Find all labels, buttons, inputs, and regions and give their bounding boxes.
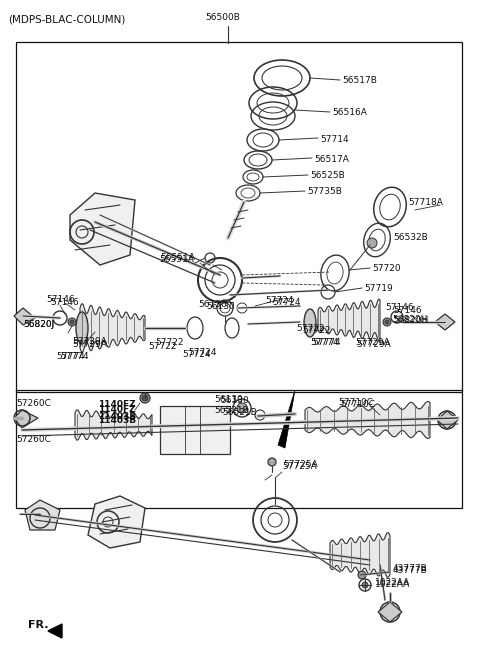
Text: 56551A: 56551A bbox=[160, 253, 195, 262]
Text: 11403B: 11403B bbox=[98, 412, 136, 421]
Polygon shape bbox=[48, 624, 62, 638]
Polygon shape bbox=[88, 496, 145, 548]
Ellipse shape bbox=[385, 320, 389, 324]
Text: 56130: 56130 bbox=[214, 395, 243, 404]
Text: 56516A: 56516A bbox=[332, 108, 367, 117]
Text: 57729A: 57729A bbox=[72, 337, 107, 346]
Text: 1022AA: 1022AA bbox=[375, 580, 410, 589]
Text: 57720: 57720 bbox=[372, 264, 401, 273]
Ellipse shape bbox=[268, 458, 276, 466]
Polygon shape bbox=[378, 602, 402, 622]
Text: 57722: 57722 bbox=[155, 338, 183, 347]
Bar bbox=[160, 406, 230, 454]
Text: 57724: 57724 bbox=[265, 296, 293, 305]
Polygon shape bbox=[435, 314, 455, 330]
Text: 56532B: 56532B bbox=[393, 233, 428, 242]
Text: 57146: 57146 bbox=[393, 306, 421, 315]
Text: 57146: 57146 bbox=[50, 298, 79, 307]
Polygon shape bbox=[318, 299, 380, 341]
Text: 56820H: 56820H bbox=[393, 316, 428, 325]
Text: 56130: 56130 bbox=[198, 300, 227, 309]
Ellipse shape bbox=[367, 238, 377, 248]
Text: 57722: 57722 bbox=[302, 326, 331, 335]
Text: 56820J: 56820J bbox=[23, 320, 54, 329]
Bar bbox=[16, 42, 462, 392]
Text: 1140FZ: 1140FZ bbox=[98, 400, 136, 409]
Text: 56820H: 56820H bbox=[392, 315, 427, 324]
Text: 56551A: 56551A bbox=[159, 255, 194, 264]
Polygon shape bbox=[80, 303, 145, 353]
Ellipse shape bbox=[142, 395, 148, 401]
Text: 57774: 57774 bbox=[56, 352, 84, 361]
Text: 57735B: 57735B bbox=[307, 187, 342, 196]
Text: (MDPS-BLAC-COLUMN): (MDPS-BLAC-COLUMN) bbox=[8, 14, 125, 24]
Text: 57260C: 57260C bbox=[16, 435, 51, 444]
Text: 56517B: 56517B bbox=[342, 76, 377, 85]
Text: 57729A: 57729A bbox=[356, 340, 391, 349]
Bar bbox=[16, 390, 462, 508]
Ellipse shape bbox=[70, 320, 74, 324]
Polygon shape bbox=[14, 410, 38, 428]
Text: 57724: 57724 bbox=[182, 350, 211, 359]
Text: 1140FZ: 1140FZ bbox=[98, 405, 136, 414]
Ellipse shape bbox=[76, 312, 88, 344]
Text: 56130: 56130 bbox=[220, 396, 249, 405]
Text: 56521B: 56521B bbox=[222, 408, 257, 417]
Text: 57146: 57146 bbox=[385, 303, 414, 312]
Text: 57774: 57774 bbox=[312, 338, 341, 347]
Text: 57725A: 57725A bbox=[282, 462, 317, 471]
Ellipse shape bbox=[362, 582, 368, 588]
Text: 57722: 57722 bbox=[296, 324, 324, 333]
Ellipse shape bbox=[358, 571, 366, 579]
Text: 11403B: 11403B bbox=[98, 416, 136, 425]
Text: 43777B: 43777B bbox=[393, 566, 428, 575]
Text: 57146: 57146 bbox=[46, 295, 74, 304]
Text: 57710C: 57710C bbox=[338, 398, 373, 407]
Text: 57714: 57714 bbox=[320, 135, 348, 144]
Text: 57722: 57722 bbox=[148, 342, 177, 351]
Text: 57725A: 57725A bbox=[283, 460, 318, 469]
Polygon shape bbox=[437, 411, 458, 429]
Text: FR.: FR. bbox=[28, 620, 48, 630]
Ellipse shape bbox=[237, 403, 247, 413]
Polygon shape bbox=[14, 308, 35, 325]
Polygon shape bbox=[25, 500, 60, 530]
Text: 57710C: 57710C bbox=[340, 400, 375, 409]
Text: 57774: 57774 bbox=[60, 352, 89, 361]
Polygon shape bbox=[278, 390, 295, 448]
Text: 57729A: 57729A bbox=[72, 340, 107, 349]
Polygon shape bbox=[305, 401, 430, 439]
Text: 57724: 57724 bbox=[188, 348, 216, 357]
Ellipse shape bbox=[383, 318, 391, 326]
Text: 56517A: 56517A bbox=[314, 155, 349, 164]
Text: 56500B: 56500B bbox=[205, 13, 240, 22]
Text: 57719: 57719 bbox=[364, 284, 393, 293]
Text: 57774: 57774 bbox=[310, 338, 338, 347]
Polygon shape bbox=[75, 410, 152, 440]
Text: 43777B: 43777B bbox=[393, 564, 428, 573]
Text: 56820J: 56820J bbox=[23, 320, 54, 329]
Text: 56521B: 56521B bbox=[214, 406, 249, 415]
Text: 56130: 56130 bbox=[206, 302, 235, 311]
Polygon shape bbox=[330, 533, 390, 577]
Ellipse shape bbox=[304, 309, 316, 337]
Text: 57260C: 57260C bbox=[16, 399, 51, 408]
Ellipse shape bbox=[140, 393, 150, 403]
Ellipse shape bbox=[68, 318, 76, 326]
Text: 1022AA: 1022AA bbox=[375, 578, 410, 587]
Text: 57718A: 57718A bbox=[408, 198, 443, 207]
Text: 56525B: 56525B bbox=[310, 171, 345, 180]
Polygon shape bbox=[70, 193, 135, 265]
Text: 57729A: 57729A bbox=[355, 338, 390, 347]
Text: 57724: 57724 bbox=[272, 298, 300, 307]
